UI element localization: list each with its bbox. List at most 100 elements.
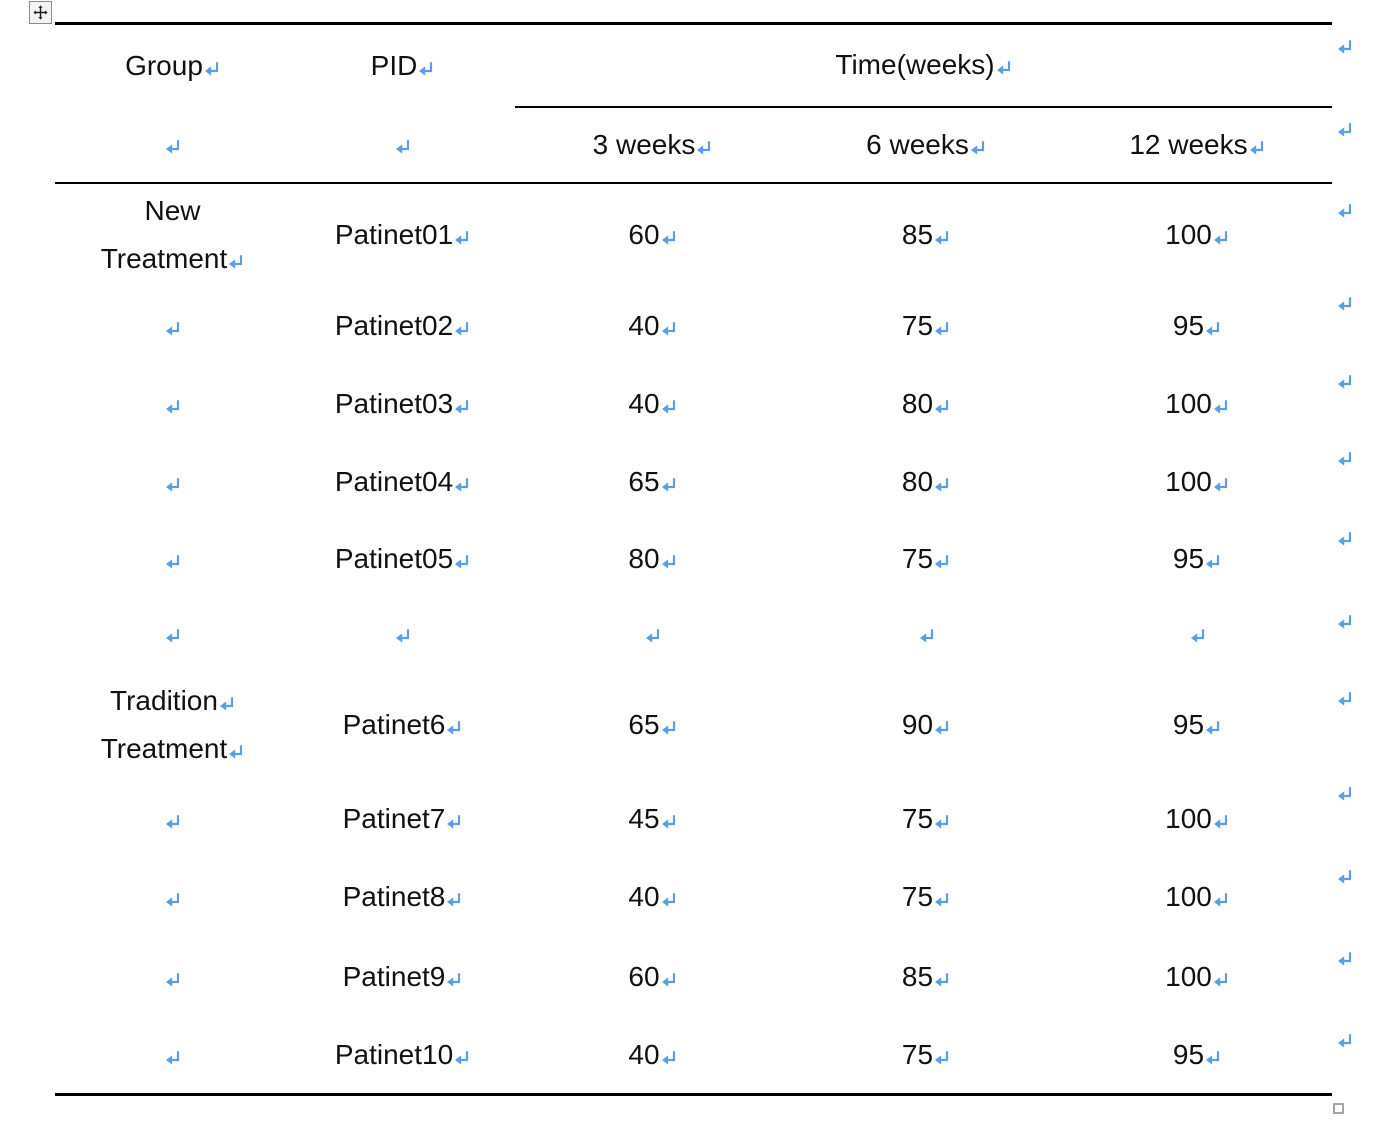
cell-group[interactable]: Tradition Treatment bbox=[55, 669, 290, 781]
value-text: 95 bbox=[1172, 542, 1205, 574]
cell-week6[interactable]: 80 bbox=[790, 365, 1062, 443]
cell-pid[interactable]: Patinet8 bbox=[290, 857, 515, 937]
pid-text: Patinet8 bbox=[342, 880, 446, 912]
cell-empty[interactable] bbox=[790, 597, 1062, 669]
move-icon bbox=[33, 5, 48, 20]
cell-header-pid[interactable]: PID bbox=[290, 24, 515, 107]
cell-week3[interactable]: 60 bbox=[515, 183, 790, 287]
paragraph-mark-icon bbox=[996, 60, 1012, 75]
paragraph-mark-icon bbox=[696, 140, 712, 155]
value-text: 45 bbox=[628, 802, 660, 834]
cell-pid[interactable]: Patinet9 bbox=[290, 937, 515, 1017]
table-row: New Treatment Patinet01 60 85 100 bbox=[55, 183, 1332, 287]
cell-empty[interactable] bbox=[55, 521, 290, 597]
cell-empty[interactable] bbox=[55, 781, 290, 857]
cell-week3[interactable]: 45 bbox=[515, 781, 790, 857]
paragraph-mark-icon bbox=[446, 814, 462, 829]
paragraph-mark-icon bbox=[228, 254, 244, 269]
cell-pid[interactable]: Patinet03 bbox=[290, 365, 515, 443]
cell-empty[interactable] bbox=[515, 597, 790, 669]
row-end-mark-icon bbox=[1337, 296, 1353, 311]
cell-pid[interactable]: Patinet7 bbox=[290, 781, 515, 857]
paragraph-mark-icon bbox=[661, 814, 677, 829]
paragraph-mark-icon bbox=[395, 139, 411, 154]
cell-week3[interactable]: 40 bbox=[515, 287, 790, 365]
cell-empty[interactable] bbox=[55, 857, 290, 937]
value-text: 65 bbox=[628, 708, 660, 740]
cell-empty[interactable] bbox=[55, 365, 290, 443]
cell-week12[interactable]: 100 bbox=[1062, 183, 1332, 287]
value-text: 75 bbox=[901, 880, 934, 912]
cell-header-6weeks[interactable]: 6 weeks bbox=[790, 106, 1062, 184]
cell-empty[interactable] bbox=[55, 937, 290, 1017]
value-text: 40 bbox=[628, 309, 660, 341]
paragraph-mark-icon bbox=[446, 892, 462, 907]
cell-week6[interactable]: 80 bbox=[790, 443, 1062, 521]
cell-pid[interactable]: Patinet04 bbox=[290, 443, 515, 521]
cell-header-3weeks[interactable]: 3 weeks bbox=[515, 106, 790, 184]
group-text: Treatment bbox=[100, 732, 228, 764]
cell-week12[interactable]: 95 bbox=[1062, 669, 1332, 781]
cell-pid[interactable]: Patinet10 bbox=[290, 1017, 515, 1095]
cell-week6[interactable]: 75 bbox=[790, 1017, 1062, 1095]
row-end-mark-icon bbox=[1337, 951, 1353, 966]
cell-week12[interactable]: 100 bbox=[1062, 365, 1332, 443]
cell-empty[interactable] bbox=[55, 1017, 290, 1095]
cell-header-time[interactable]: Time(weeks) bbox=[515, 23, 1332, 108]
cell-week3[interactable]: 40 bbox=[515, 857, 790, 937]
cell-pid[interactable]: Patinet01 bbox=[290, 183, 515, 287]
pid-text: Patinet04 bbox=[334, 465, 454, 497]
cell-week6[interactable]: 75 bbox=[790, 781, 1062, 857]
cell-empty[interactable] bbox=[55, 287, 290, 365]
cell-header-12weeks[interactable]: 12 weeks bbox=[1062, 106, 1332, 184]
value-text: 100 bbox=[1165, 960, 1212, 992]
cell-week6[interactable]: 85 bbox=[790, 183, 1062, 287]
table-row: Patinet03 40 80 100 bbox=[55, 365, 1332, 443]
cell-pid[interactable]: Patinet05 bbox=[290, 521, 515, 597]
cell-week6[interactable]: 75 bbox=[790, 521, 1062, 597]
cell-pid[interactable]: Patinet6 bbox=[290, 669, 515, 781]
paragraph-mark-icon bbox=[165, 628, 181, 643]
paragraph-mark-icon bbox=[934, 477, 950, 492]
value-text: 85 bbox=[901, 960, 934, 992]
cell-empty[interactable] bbox=[290, 106, 515, 184]
value-text: 80 bbox=[901, 465, 934, 497]
value-text: 100 bbox=[1165, 802, 1212, 834]
cell-week12[interactable]: 100 bbox=[1062, 781, 1332, 857]
group-text: Treatment bbox=[100, 243, 228, 274]
value-text: 40 bbox=[628, 1038, 660, 1070]
cell-empty[interactable] bbox=[1062, 597, 1332, 669]
cell-week3[interactable]: 40 bbox=[515, 1017, 790, 1095]
cell-week6[interactable]: 75 bbox=[790, 857, 1062, 937]
cell-week12[interactable]: 100 bbox=[1062, 443, 1332, 521]
header-time-label: Time(weeks) bbox=[835, 49, 995, 81]
cell-header-group[interactable]: Group bbox=[55, 24, 290, 107]
value-text: 40 bbox=[628, 387, 660, 419]
cell-empty[interactable] bbox=[55, 106, 290, 184]
paragraph-mark-icon bbox=[661, 554, 677, 569]
cell-week3[interactable]: 60 bbox=[515, 937, 790, 1017]
cell-week12[interactable]: 95 bbox=[1062, 521, 1332, 597]
cell-week3[interactable]: 65 bbox=[515, 443, 790, 521]
value-text: 100 bbox=[1165, 387, 1212, 419]
table-row: Patinet10 40 75 95 bbox=[55, 1017, 1332, 1095]
row-end-mark-icon bbox=[1337, 614, 1353, 629]
cell-empty[interactable] bbox=[290, 597, 515, 669]
cell-empty[interactable] bbox=[55, 597, 290, 669]
cell-week6[interactable]: 85 bbox=[790, 937, 1062, 1017]
table-move-handle[interactable] bbox=[29, 1, 52, 24]
cell-group[interactable]: New Treatment bbox=[55, 183, 290, 287]
cell-week12[interactable]: 95 bbox=[1062, 1017, 1332, 1095]
cell-week3[interactable]: 65 bbox=[515, 669, 790, 781]
cell-week6[interactable]: 90 bbox=[790, 669, 1062, 781]
cell-week12[interactable]: 95 bbox=[1062, 287, 1332, 365]
cell-empty[interactable] bbox=[55, 443, 290, 521]
cell-week12[interactable]: 100 bbox=[1062, 857, 1332, 937]
cell-week3[interactable]: 80 bbox=[515, 521, 790, 597]
cell-week6[interactable]: 75 bbox=[790, 287, 1062, 365]
cell-pid[interactable]: Patinet02 bbox=[290, 287, 515, 365]
paragraph-mark-icon bbox=[645, 628, 661, 643]
cell-week12[interactable]: 100 bbox=[1062, 937, 1332, 1017]
cell-week3[interactable]: 40 bbox=[515, 365, 790, 443]
table-resize-handle[interactable] bbox=[1333, 1103, 1344, 1114]
